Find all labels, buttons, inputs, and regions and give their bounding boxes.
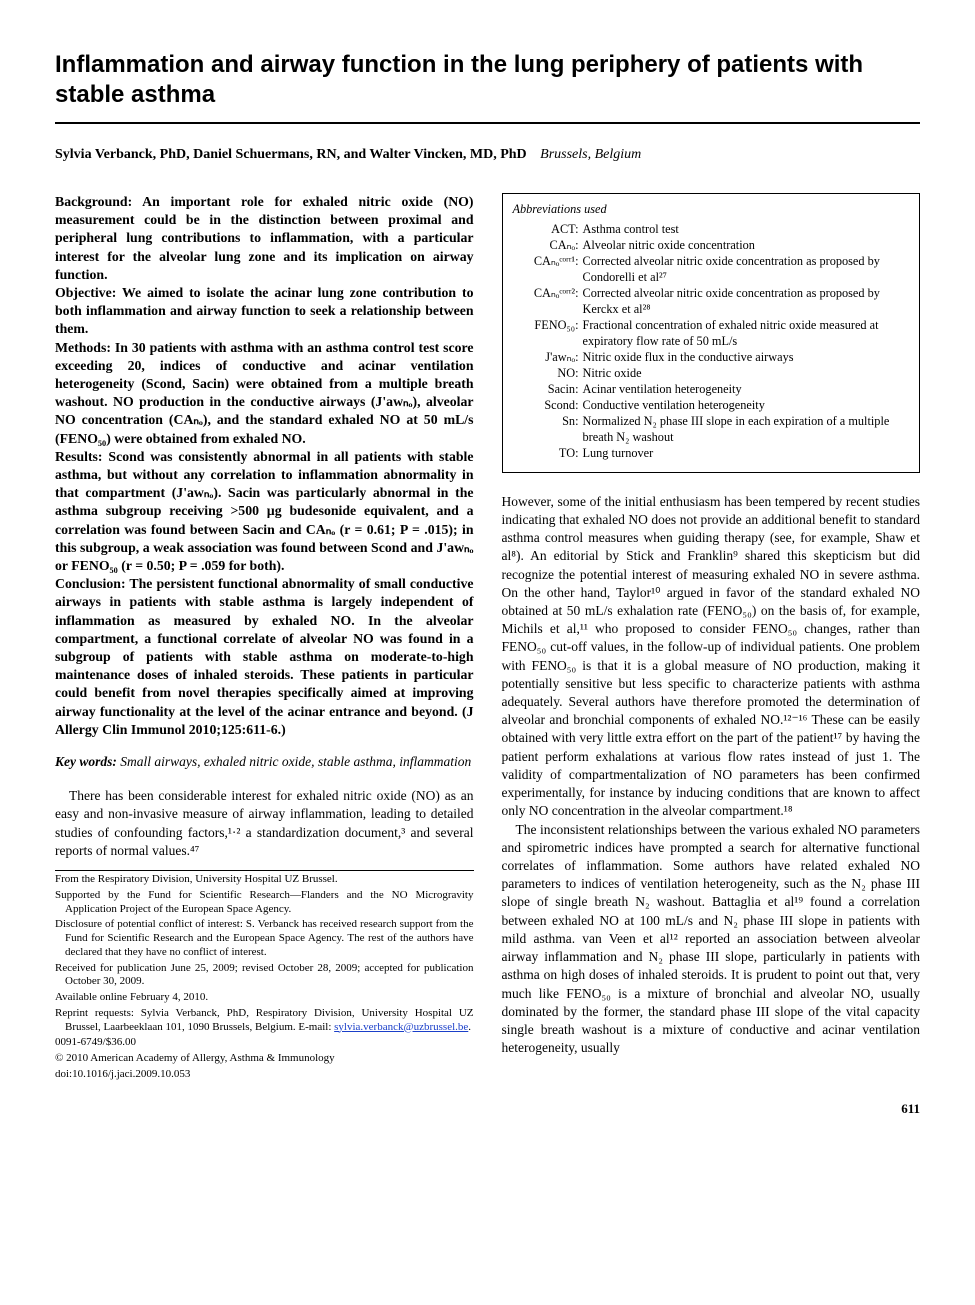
abbr-key: FENO₅₀: — [513, 318, 583, 350]
abbr-value: Acinar ventilation heterogeneity — [583, 382, 910, 398]
abbr-key: CAₙₒ: — [513, 238, 583, 254]
abbr-value: Normalized N₂ phase III slope in each ex… — [583, 414, 910, 446]
abbr-row: CAₙₒ:Alveolar nitric oxide concentration — [513, 238, 910, 254]
abbr-row: FENO₅₀:Fractional concentration of exhal… — [513, 318, 910, 350]
abbr-row: NO:Nitric oxide — [513, 366, 910, 382]
author-email-link[interactable]: sylvia.verbanck@uzbrussel.be — [334, 1021, 468, 1033]
abbr-key: Sn: — [513, 414, 583, 446]
abbr-value: Corrected alveolar nitric oxide concentr… — [583, 254, 910, 286]
abbr-box-title: Abbreviations used — [513, 202, 910, 218]
abbr-value: Lung turnover — [583, 446, 910, 462]
body-paragraph-2: The inconsistent relationships between t… — [502, 821, 921, 1058]
two-column-layout: Background: An important role for exhale… — [55, 193, 920, 1082]
abstract-objective: Objective: We aimed to isolate the acina… — [55, 284, 474, 339]
abbr-key: J'awₙₒ: — [513, 350, 583, 366]
right-column: Abbreviations used ACT:Asthma control te… — [502, 193, 921, 1082]
footnote-supported: Supported by the Fund for Scientific Res… — [55, 889, 474, 917]
keywords-text: Small airways, exhaled nitric oxide, sta… — [120, 754, 471, 769]
keywords-block: Key words: Small airways, exhaled nitric… — [55, 753, 474, 771]
abbr-row: CAₙₒᶜᵒʳʳ¹:Corrected alveolar nitric oxid… — [513, 254, 910, 286]
footnote-doi: doi:10.1016/j.jaci.2009.10.053 — [55, 1068, 474, 1082]
abstract-results: Results: Scond was consistently abnormal… — [55, 448, 474, 575]
abbr-row: Scond:Conductive ventilation heterogenei… — [513, 398, 910, 414]
abbr-row: Sn:Normalized N₂ phase III slope in each… — [513, 414, 910, 446]
abbr-row: Sacin:Acinar ventilation heterogeneity — [513, 382, 910, 398]
abbr-value: Alveolar nitric oxide concentration — [583, 238, 910, 254]
abbr-key: ACT: — [513, 222, 583, 238]
left-column: Background: An important role for exhale… — [55, 193, 474, 1082]
title-rule — [55, 122, 920, 124]
authors: Sylvia Verbanck, PhD, Daniel Schuermans,… — [55, 147, 527, 162]
abbr-list: ACT:Asthma control testCAₙₒ:Alveolar nit… — [513, 222, 910, 462]
abbr-value: Fractional concentration of exhaled nitr… — [583, 318, 910, 350]
body-paragraph-1: However, some of the initial enthusiasm … — [502, 493, 921, 821]
abbr-value: Nitric oxide flux in the conductive airw… — [583, 350, 910, 366]
abbr-key: CAₙₒᶜᵒʳʳ¹: — [513, 254, 583, 286]
footnote-from: From the Respiratory Division, Universit… — [55, 873, 474, 887]
abbr-key: NO: — [513, 366, 583, 382]
footnote-code: 0091-6749/$36.00 — [55, 1036, 474, 1050]
abstract-background: Background: An important role for exhale… — [55, 193, 474, 284]
abbr-row: TO:Lung turnover — [513, 446, 910, 462]
abbreviations-box: Abbreviations used ACT:Asthma control te… — [502, 193, 921, 473]
abbr-value: Conductive ventilation heterogeneity — [583, 398, 910, 414]
intro-paragraph: There has been considerable interest for… — [55, 787, 474, 860]
abbr-key: TO: — [513, 446, 583, 462]
footnote-copyright: © 2010 American Academy of Allergy, Asth… — [55, 1052, 474, 1066]
footnote-received: Received for publication June 25, 2009; … — [55, 962, 474, 990]
abbr-value: Asthma control test — [583, 222, 910, 238]
abstract-conclusion: Conclusion: The persistent functional ab… — [55, 575, 474, 739]
footnote-available: Available online February 4, 2010. — [55, 991, 474, 1005]
abbr-row: J'awₙₒ:Nitric oxide flux in the conducti… — [513, 350, 910, 366]
footnote-rule — [55, 870, 474, 871]
footnotes: From the Respiratory Division, Universit… — [55, 873, 474, 1082]
abstract-methods: Methods: In 30 patients with asthma with… — [55, 339, 474, 448]
keywords-label: Key words: — [55, 754, 117, 769]
footnote-disclosure: Disclosure of potential conflict of inte… — [55, 918, 474, 959]
article-title: Inflammation and airway function in the … — [55, 50, 920, 110]
abbr-key: Sacin: — [513, 382, 583, 398]
abstract: Background: An important role for exhale… — [55, 193, 474, 739]
abbr-value: Corrected alveolar nitric oxide concentr… — [583, 286, 910, 318]
author-line: Sylvia Verbanck, PhD, Daniel Schuermans,… — [55, 146, 920, 165]
abbr-value: Nitric oxide — [583, 366, 910, 382]
abbr-row: ACT:Asthma control test — [513, 222, 910, 238]
abbr-row: CAₙₒᶜᵒʳʳ²:Corrected alveolar nitric oxid… — [513, 286, 910, 318]
abbr-key: CAₙₒᶜᵒʳʳ²: — [513, 286, 583, 318]
page-number: 611 — [55, 1100, 920, 1118]
footnote-reprint: Reprint requests: Sylvia Verbanck, PhD, … — [55, 1007, 474, 1035]
abbr-key: Scond: — [513, 398, 583, 414]
affiliation: Brussels, Belgium — [540, 147, 641, 162]
